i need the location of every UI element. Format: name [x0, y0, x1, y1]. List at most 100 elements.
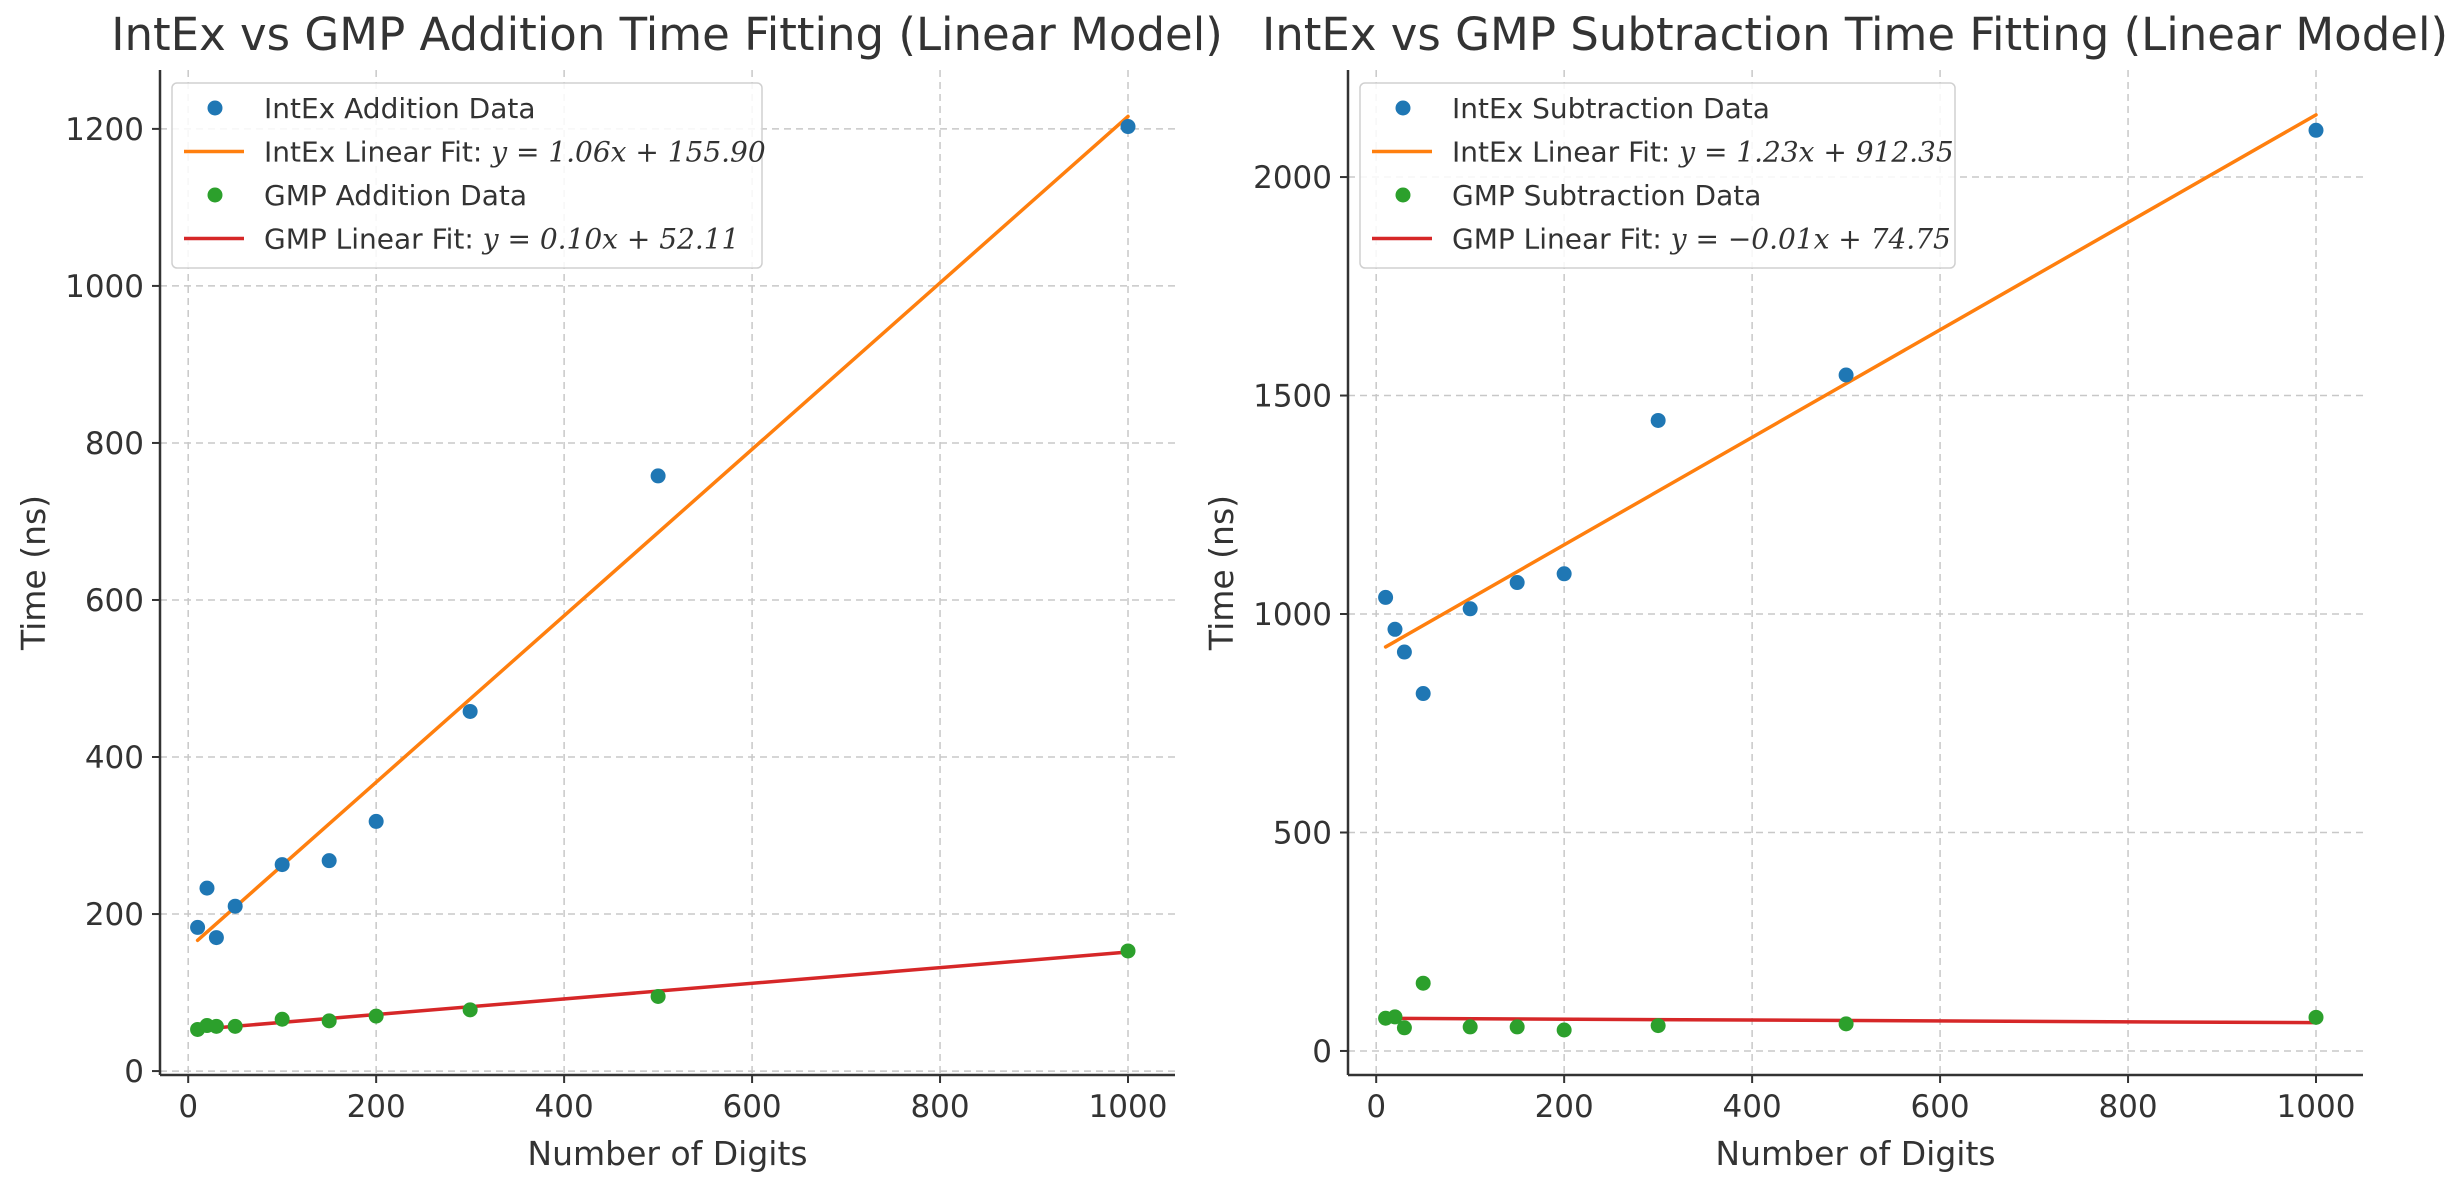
data-point	[208, 1018, 224, 1034]
x-tick-label: 200	[347, 1089, 406, 1125]
chart-title: IntEx vs GMP Subtraction Time Fitting (L…	[1262, 8, 2448, 61]
data-point	[1462, 1019, 1478, 1035]
legend-entry: GMP Linear Fit: y = −0.01x + 74.75	[1452, 223, 1951, 256]
data-point	[1556, 566, 1572, 582]
legend-entry: IntEx Linear Fit: y = 1.23x + 912.35	[1452, 136, 1954, 169]
legend-label: IntEx Linear Fit:	[1452, 136, 1679, 169]
data-point	[1509, 575, 1525, 591]
data-point	[1462, 601, 1478, 617]
data-point	[1650, 412, 1666, 428]
x-tick-label: 800	[2098, 1089, 2157, 1125]
legend-marker	[1395, 100, 1411, 116]
legend-entry: GMP Subtraction Data	[1452, 179, 1761, 212]
data-point	[462, 703, 478, 719]
y-tick-label: 0	[1312, 1034, 1332, 1070]
x-tick-label: 0	[178, 1089, 198, 1125]
x-axis-label: Number of Digits	[527, 1134, 807, 1173]
data-point	[1387, 621, 1403, 637]
legend-entry: IntEx Addition Data	[264, 92, 536, 125]
chart-title: IntEx vs GMP Addition Time Fitting (Line…	[111, 8, 1223, 61]
legend-label: IntEx Subtraction Data	[1452, 92, 1770, 125]
data-point	[274, 857, 290, 873]
data-point	[2308, 122, 2324, 138]
legend: IntEx Addition Data IntEx Linear Fit: y =…	[171, 82, 766, 269]
data-point	[1396, 1020, 1412, 1036]
data-point	[1509, 1019, 1525, 1035]
addition-chart: IntEx vs GMP Addition Time Fitting (Line…	[14, 8, 1223, 1173]
data-point	[274, 1011, 290, 1027]
data-point	[1120, 119, 1136, 135]
x-tick-label: 400	[1723, 1089, 1782, 1125]
legend-equation: y = −0.01x + 74.75	[1669, 223, 1951, 256]
data-point	[321, 1013, 337, 1029]
legend-label: GMP Subtraction Data	[1452, 179, 1761, 212]
data-point	[1556, 1022, 1572, 1038]
data-point	[1650, 1018, 1666, 1034]
data-point	[462, 1002, 478, 1018]
legend-box	[171, 82, 763, 269]
y-tick-label: 500	[1273, 815, 1332, 851]
data-point	[650, 988, 666, 1004]
data-point	[190, 919, 206, 935]
data-point	[199, 880, 215, 896]
x-tick-label: 1000	[2277, 1089, 2356, 1125]
x-tick-label: 800	[910, 1089, 969, 1125]
legend-label: GMP Linear Fit:	[1452, 223, 1671, 256]
legend-label: GMP Linear Fit:	[264, 223, 483, 256]
y-tick-label: 1200	[65, 112, 144, 148]
legend: IntEx Subtraction Data IntEx Linear Fit: …	[1359, 82, 1956, 269]
legend-entry: GMP Linear Fit: y = 0.10x + 52.11	[264, 223, 739, 256]
data-point	[368, 1008, 384, 1024]
data-point	[1838, 1016, 1854, 1032]
y-tick-label: 1500	[1253, 379, 1332, 415]
legend-equation: y = 1.23x + 912.35	[1677, 136, 1953, 169]
legend-label: IntEx Linear Fit:	[264, 136, 491, 169]
y-tick-label: 0	[124, 1054, 144, 1090]
legend-entry: GMP Addition Data	[264, 179, 527, 212]
x-tick-label: 600	[1910, 1089, 1969, 1125]
data-point	[368, 813, 384, 829]
data-point	[1120, 943, 1136, 959]
legend-marker	[207, 100, 223, 116]
x-axis-label: Number of Digits	[1715, 1134, 1995, 1173]
legend-equation: y = 0.10x + 52.11	[481, 223, 740, 256]
data-point	[208, 930, 224, 946]
data-point	[1387, 1009, 1403, 1025]
legend-entry: IntEx Subtraction Data	[1452, 92, 1770, 125]
x-tick-label: 1000	[1089, 1089, 1168, 1125]
data-point	[650, 468, 666, 484]
fit-line	[1383, 113, 2318, 649]
legend-label: GMP Addition Data	[264, 179, 527, 212]
y-tick-label: 1000	[65, 269, 144, 305]
y-tick-label: 800	[85, 426, 144, 462]
y-tick-label: 600	[85, 583, 144, 619]
y-axis-label: Time (ns)	[14, 495, 53, 651]
data-point	[1378, 589, 1394, 605]
y-tick-label: 200	[85, 897, 144, 933]
legend-equation: y = 1.06x + 155.90	[489, 136, 765, 169]
fit-line	[195, 114, 1130, 943]
y-tick-label: 2000	[1253, 160, 1332, 196]
data-point	[1415, 686, 1431, 702]
data-point	[1396, 644, 1412, 660]
y-axis-label: Time (ns)	[1202, 495, 1241, 651]
x-tick-label: 200	[1535, 1089, 1594, 1125]
legend-box	[1359, 82, 1956, 269]
legend-entry: IntEx Linear Fit: y = 1.06x + 155.90	[264, 136, 766, 169]
data-point	[1838, 367, 1854, 383]
y-tick-label: 1000	[1253, 597, 1332, 633]
data-point	[321, 853, 337, 869]
data-point	[1415, 975, 1431, 991]
legend-marker	[1395, 187, 1411, 203]
x-tick-label: 0	[1366, 1089, 1386, 1125]
legend-marker	[207, 187, 223, 203]
x-tick-label: 400	[535, 1089, 594, 1125]
data-point	[2308, 1009, 2324, 1025]
subtraction-chart: IntEx vs GMP Subtraction Time Fitting (L…	[1202, 8, 2448, 1173]
legend-label: IntEx Addition Data	[264, 92, 536, 125]
data-point	[227, 1018, 243, 1034]
data-point	[227, 898, 243, 914]
x-tick-label: 600	[722, 1089, 781, 1125]
y-tick-label: 400	[85, 740, 144, 776]
